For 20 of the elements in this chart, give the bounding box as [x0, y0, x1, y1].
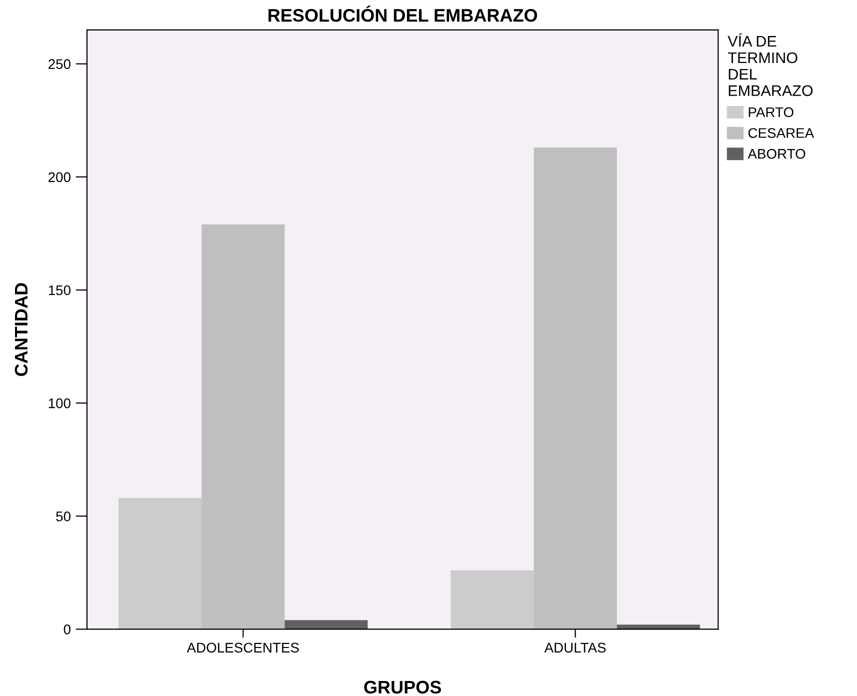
bar	[450, 570, 534, 630]
x-axis-title: GRUPOS	[364, 680, 441, 694]
x-tick-label: ADULTAS	[544, 642, 606, 653]
y-axis-title: CANTIDAD	[14, 283, 28, 376]
bar	[284, 620, 368, 630]
y-tick-label: 0	[64, 624, 70, 634]
legend-label: ABORTO	[748, 148, 806, 159]
bar	[118, 498, 202, 630]
bar	[202, 224, 285, 630]
x-tick-label: ADOLESCENTES	[186, 642, 299, 653]
y-tick-label: 100	[48, 398, 70, 408]
y-tick-label: 200	[48, 172, 70, 182]
y-tick-label: 50	[56, 511, 70, 522]
legend-title: VÍA DE TERMINO DEL EMBARAZO	[728, 33, 813, 96]
chart-title: RESOLUCIÓN DEL EMBARAZO	[268, 6, 538, 22]
y-tick-label: 150	[48, 285, 70, 296]
y-tick-label: 250	[48, 59, 70, 70]
legend-label: PARTO	[748, 107, 794, 118]
bar	[534, 148, 617, 630]
legend-label: CESAREA	[748, 128, 814, 138]
